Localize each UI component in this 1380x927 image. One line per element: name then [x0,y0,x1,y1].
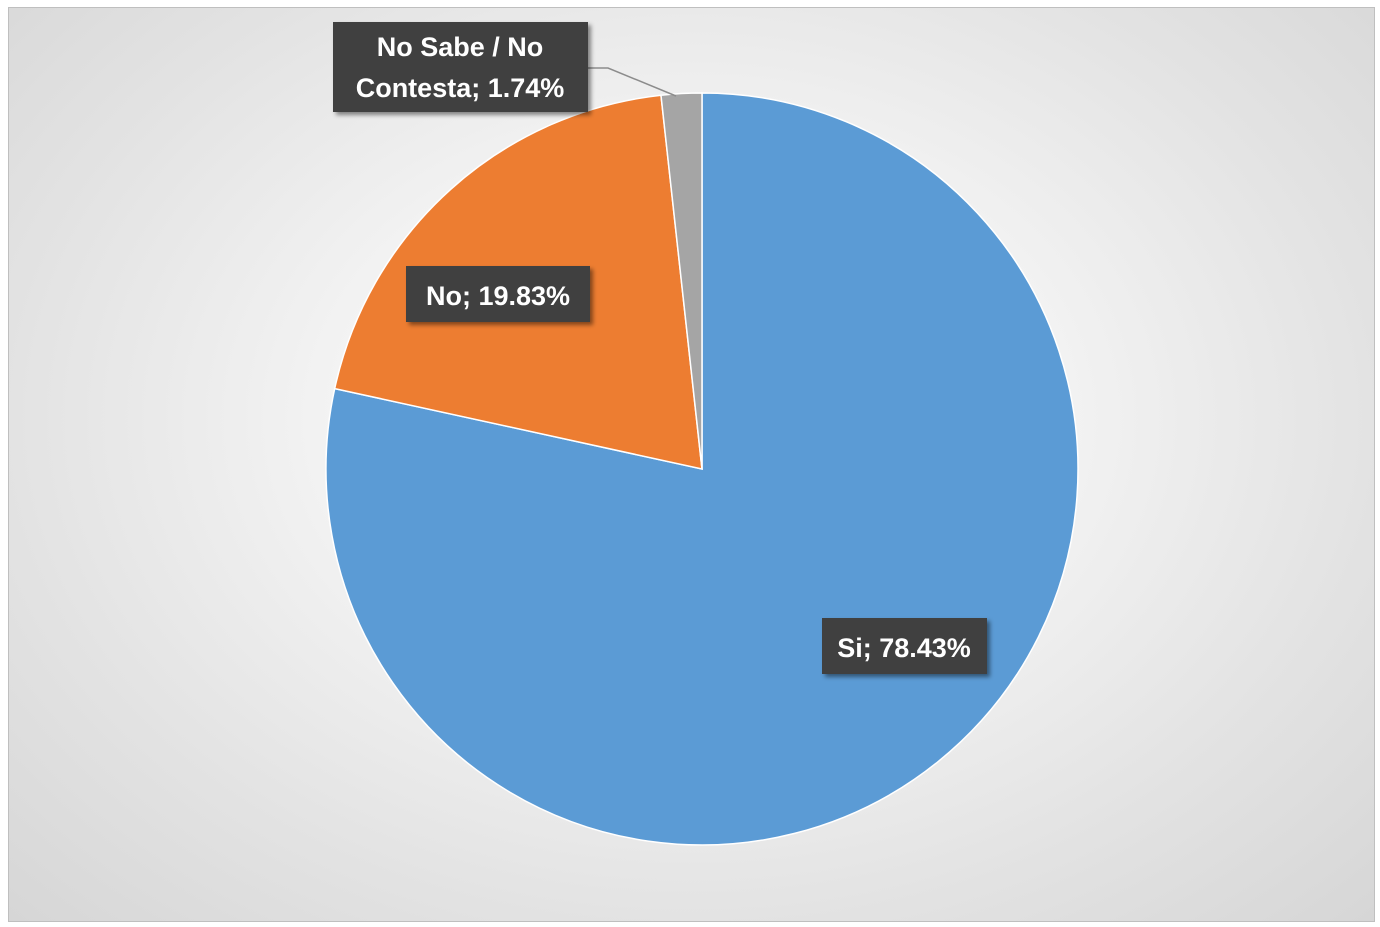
data-label-no [406,266,590,322]
data-label-no-sabe [333,22,588,112]
pie-slice-no-sabe [660,92,703,470]
data-label-no-sabe-line2: Contesta; 1.74% [356,73,565,103]
data-label-si-text: Si; 78.43% [837,633,971,663]
leader-line-no-sabe [588,67,677,97]
data-label-no-sabe-line1: No Sabe / No [377,32,544,62]
data-label-no-text: No; 19.83% [426,281,570,311]
data-label-si [822,618,987,674]
